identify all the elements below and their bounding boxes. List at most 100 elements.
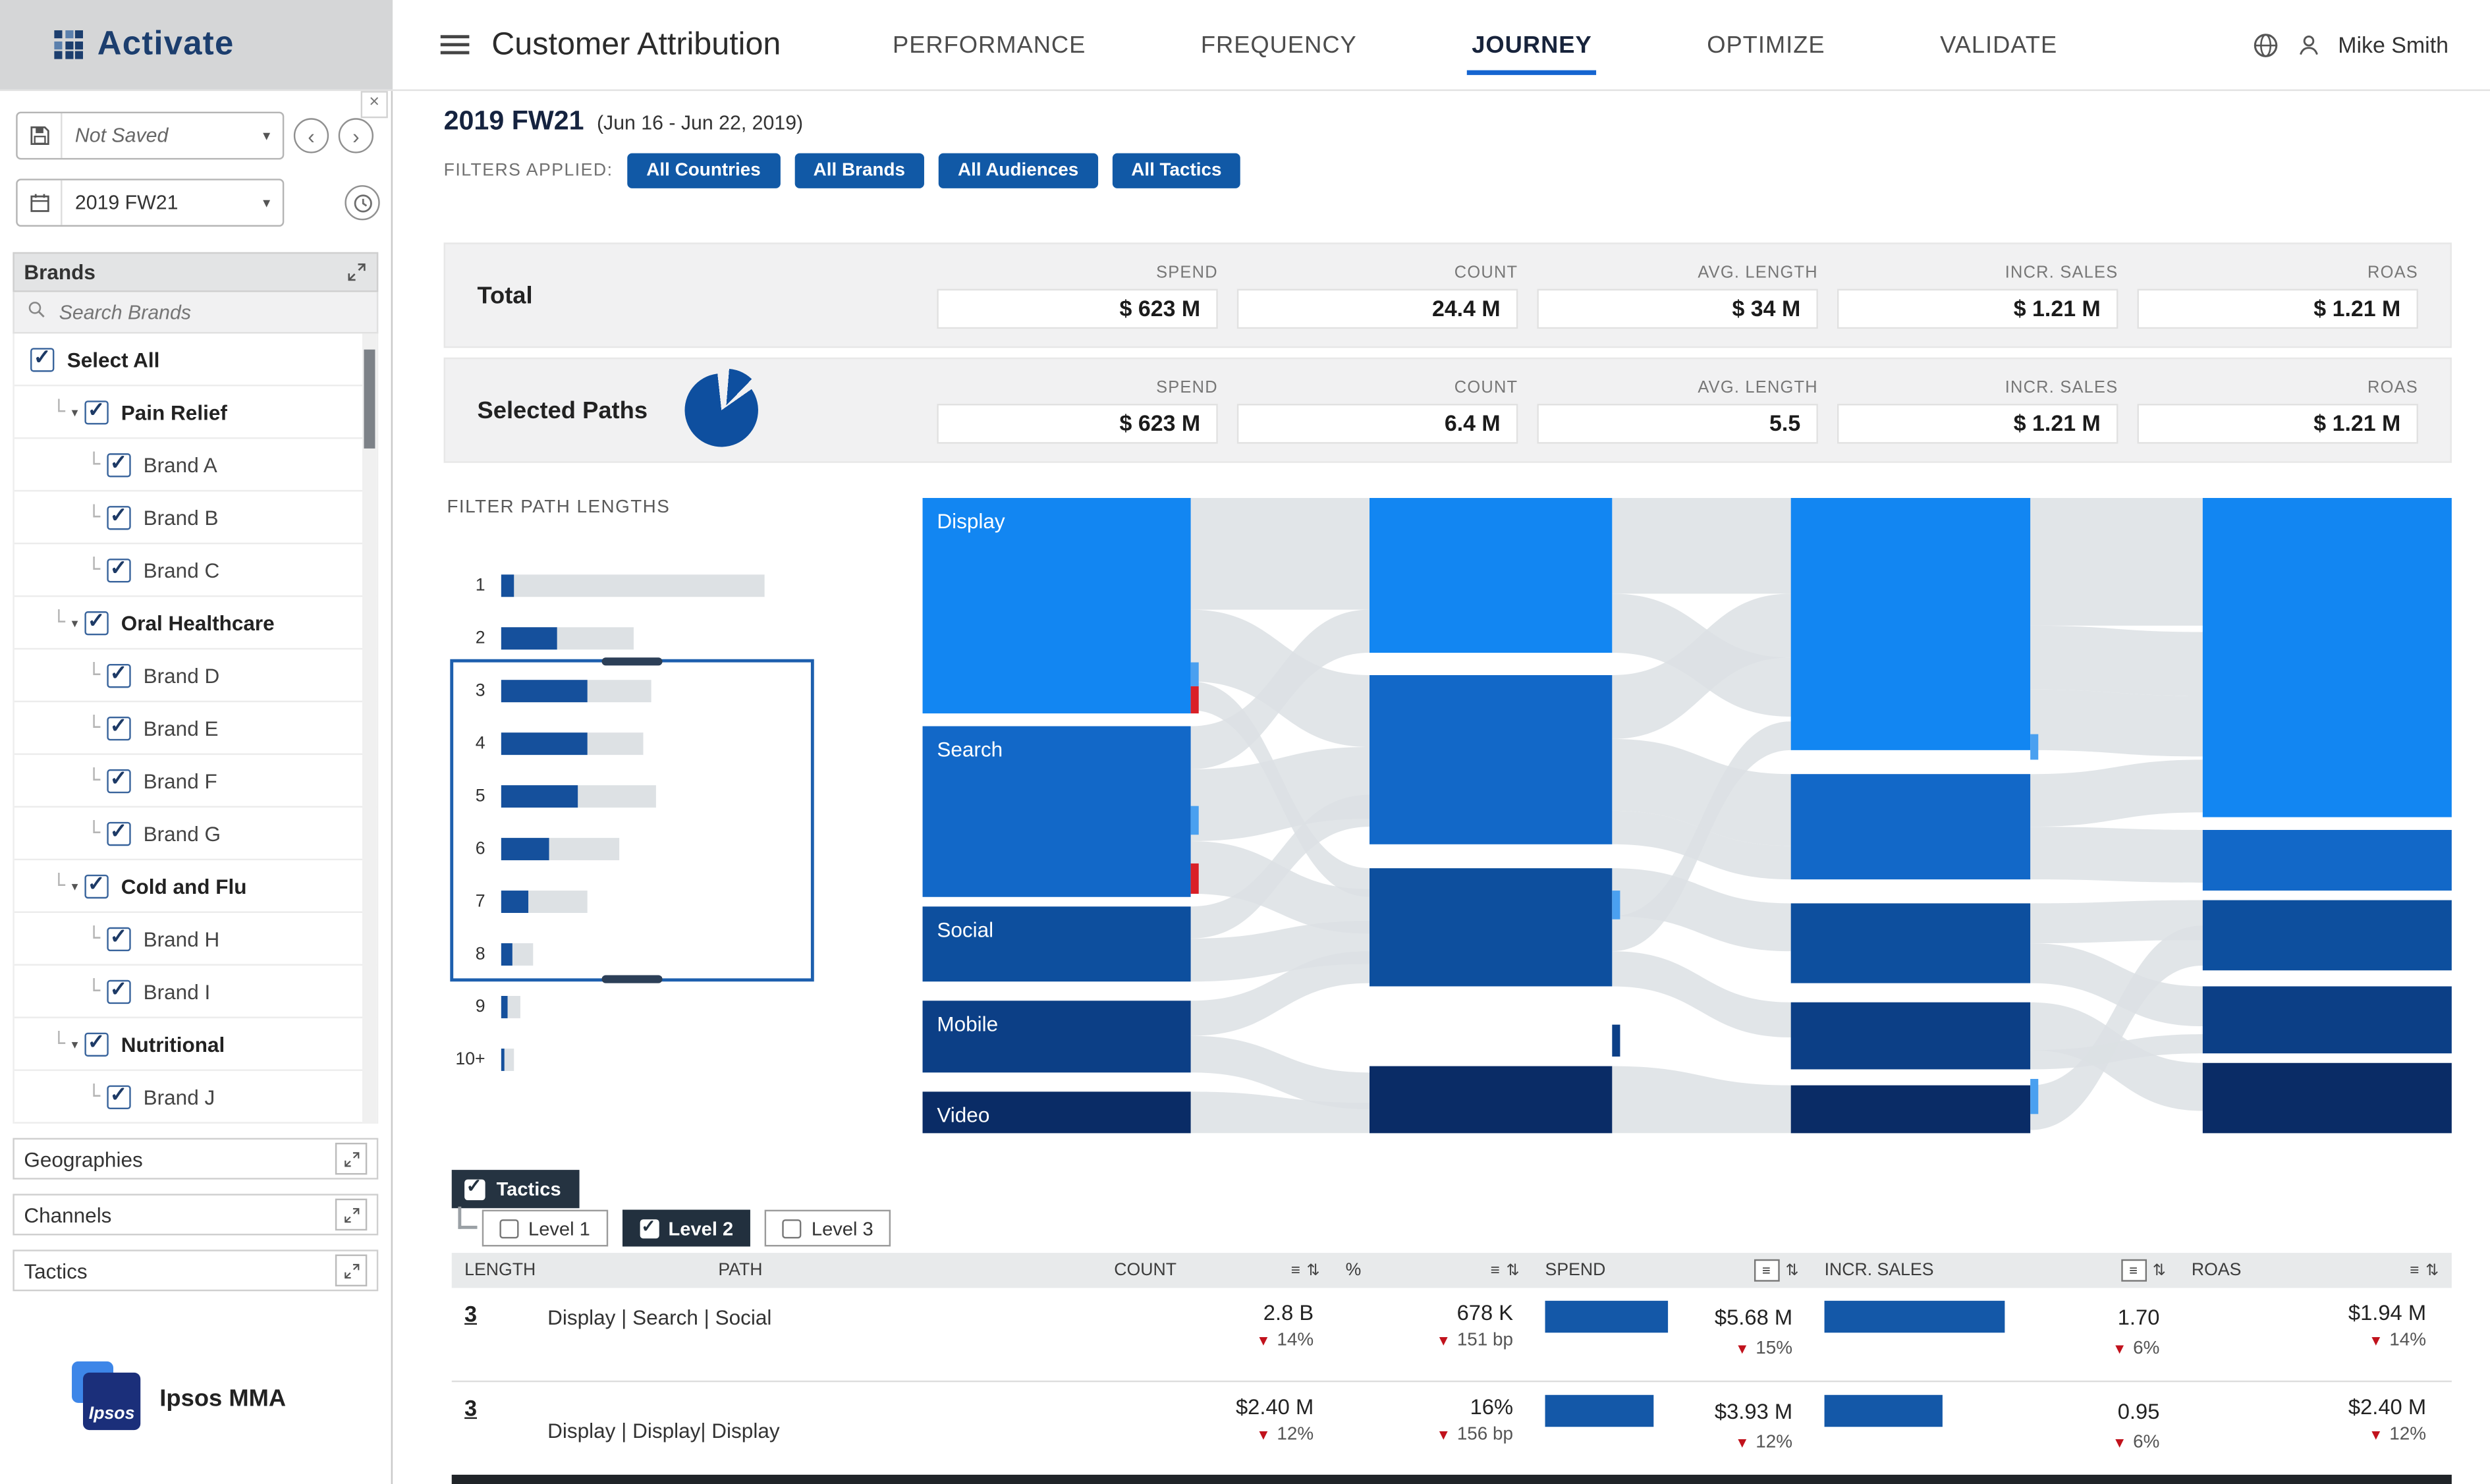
tab-frequency[interactable]: FREQUENCY (1200, 31, 1357, 59)
next-view-button[interactable]: › (338, 118, 374, 153)
brand-search-input[interactable] (55, 299, 364, 325)
sankey-node-video[interactable]: Video (922, 1091, 1191, 1134)
sankey-node-mobile[interactable]: Mobile (922, 1001, 1191, 1073)
sankey-link[interactable] (1612, 721, 1791, 952)
filter-menu-icon[interactable]: ≡ (2120, 1259, 2147, 1282)
sankey-node[interactable] (1790, 1085, 2031, 1134)
brands-panel-header[interactable]: Brands (13, 252, 379, 292)
sort-icon[interactable]: ⇅ (2152, 1261, 2167, 1280)
sankey-node-search[interactable]: Search (922, 726, 1191, 897)
tree-group-pain-relief[interactable]: └ ▾ Pain Relief (14, 386, 377, 439)
sankey-node[interactable] (2202, 1062, 2452, 1134)
hamburger-menu-icon[interactable] (440, 30, 470, 59)
sort-icon[interactable]: ⇅ (2425, 1261, 2439, 1280)
length-link[interactable]: 3 (464, 1394, 478, 1421)
checkbox[interactable] (106, 765, 131, 793)
sankey-node-display[interactable]: Display (922, 498, 1191, 714)
tab-performance[interactable]: PERFORMANCE (892, 31, 1086, 59)
level-checkbox[interactable] (783, 1219, 802, 1238)
sankey-link[interactable] (1190, 951, 1370, 1036)
tree-item-select-all[interactable]: Select All (14, 333, 377, 387)
user-icon[interactable] (2295, 30, 2324, 59)
checkbox[interactable] (106, 502, 131, 530)
level-toggle-level-2[interactable]: Level 2 (622, 1209, 751, 1247)
caret-down-icon[interactable]: ▾ (71, 878, 78, 893)
checkbox[interactable] (30, 344, 55, 371)
sankey-link[interactable] (1190, 921, 1370, 982)
sankey-node[interactable] (1790, 1002, 2031, 1070)
filter-menu-icon[interactable]: ≡ (2410, 1261, 2420, 1280)
sankey-node[interactable] (1370, 674, 1613, 844)
sankey-link[interactable] (1612, 951, 1791, 1037)
checkbox[interactable] (106, 449, 131, 477)
sankey-node[interactable] (1790, 903, 2031, 983)
tactics-checkbox[interactable] (464, 1174, 485, 1199)
sankey-node[interactable] (1370, 498, 1613, 653)
sankey-node[interactable] (1790, 498, 2031, 750)
checkbox[interactable] (106, 1082, 131, 1109)
tree-group-oral-healthcare[interactable]: └ ▾ Oral Healthcare (14, 597, 377, 650)
filter-chip-all-countries[interactable]: All Countries (627, 153, 780, 188)
sankey-link[interactable] (1612, 1066, 1791, 1134)
sankey-link[interactable] (1190, 1091, 1370, 1134)
sankey-link[interactable] (1190, 840, 1370, 934)
sankey-link[interactable] (1190, 1035, 1370, 1110)
panel-tactics[interactable]: Tactics (13, 1250, 379, 1292)
sankey-link[interactable] (2030, 498, 2203, 626)
brush-handle-bottom[interactable] (601, 975, 663, 983)
level-toggle-level-1[interactable]: Level 1 (482, 1209, 608, 1247)
tree-item-brand-d[interactable]: └ Brand D (14, 649, 377, 703)
tree-scrollbar[interactable] (362, 333, 377, 1124)
sankey-node[interactable] (1370, 1066, 1613, 1134)
checkbox[interactable] (84, 607, 109, 635)
tree-item-brand-j[interactable]: └ Brand J (14, 1071, 377, 1124)
checkbox[interactable] (106, 660, 131, 688)
sankey-link[interactable] (2030, 943, 2203, 1027)
checkbox[interactable] (106, 976, 131, 1003)
sort-icon[interactable]: ⇅ (1506, 1261, 1520, 1280)
collapse-panel-icon[interactable] (346, 261, 368, 283)
sankey-node[interactable] (2202, 830, 2452, 891)
sankey-link[interactable] (2030, 925, 2203, 1130)
level-checkbox[interactable] (639, 1215, 659, 1238)
filter-menu-icon[interactable]: ≡ (1754, 1259, 1779, 1282)
sankey-link[interactable] (1612, 868, 1791, 952)
brush-handle-top[interactable] (601, 657, 663, 666)
tree-group-cold-and-flu[interactable]: └ ▾ Cold and Flu (14, 860, 377, 913)
filter-chip-all-tactics[interactable]: All Tactics (1112, 153, 1241, 188)
sankey-link[interactable] (2030, 759, 2203, 827)
checkbox[interactable] (84, 1029, 109, 1056)
sankey-link[interactable] (1190, 609, 1370, 769)
tree-item-brand-i[interactable]: └ Brand I (14, 966, 377, 1018)
tree-item-brand-b[interactable]: └ Brand B (14, 491, 377, 545)
panel-geographies[interactable]: Geographies (13, 1138, 379, 1180)
history-clock-icon[interactable] (345, 185, 380, 221)
tree-item-brand-h[interactable]: └ Brand H (14, 913, 377, 966)
expand-panel-icon[interactable] (335, 1142, 368, 1175)
period-select[interactable]: 2019 FW21 ▾ (16, 179, 285, 227)
sankey-link[interactable] (2030, 625, 2203, 696)
tree-item-brand-f[interactable]: └ Brand F (14, 755, 377, 808)
length-link[interactable]: 3 (464, 1300, 478, 1327)
sankey-link[interactable] (1612, 738, 1791, 846)
checkbox[interactable] (84, 871, 109, 898)
sankey-node[interactable] (2202, 986, 2452, 1054)
sankey-link[interactable] (2030, 827, 2203, 883)
filter-menu-icon[interactable]: ≡ (1290, 1261, 1300, 1280)
tree-item-brand-e[interactable]: └ Brand E (14, 702, 377, 756)
tactics-toggle[interactable]: Tactics (451, 1170, 580, 1209)
sankey-link[interactable] (2030, 689, 2203, 757)
level-checkbox[interactable] (499, 1219, 519, 1238)
sankey-node[interactable] (1370, 868, 1613, 987)
sort-icon[interactable]: ⇅ (1306, 1261, 1320, 1280)
sankey-link[interactable] (1612, 593, 1791, 739)
sankey-link[interactable] (1190, 794, 1370, 939)
sankey-link[interactable] (1612, 498, 1791, 594)
sidebar-close-icon[interactable]: × (360, 91, 388, 119)
checkbox[interactable] (106, 555, 131, 582)
caret-down-icon[interactable]: ▾ (71, 615, 78, 630)
caret-down-icon[interactable]: ▾ (71, 1036, 78, 1051)
tree-item-brand-g[interactable]: └ Brand G (14, 808, 377, 861)
tree-scrollbar-thumb[interactable] (364, 349, 375, 449)
saved-view-select[interactable]: Not Saved ▾ (16, 111, 285, 160)
